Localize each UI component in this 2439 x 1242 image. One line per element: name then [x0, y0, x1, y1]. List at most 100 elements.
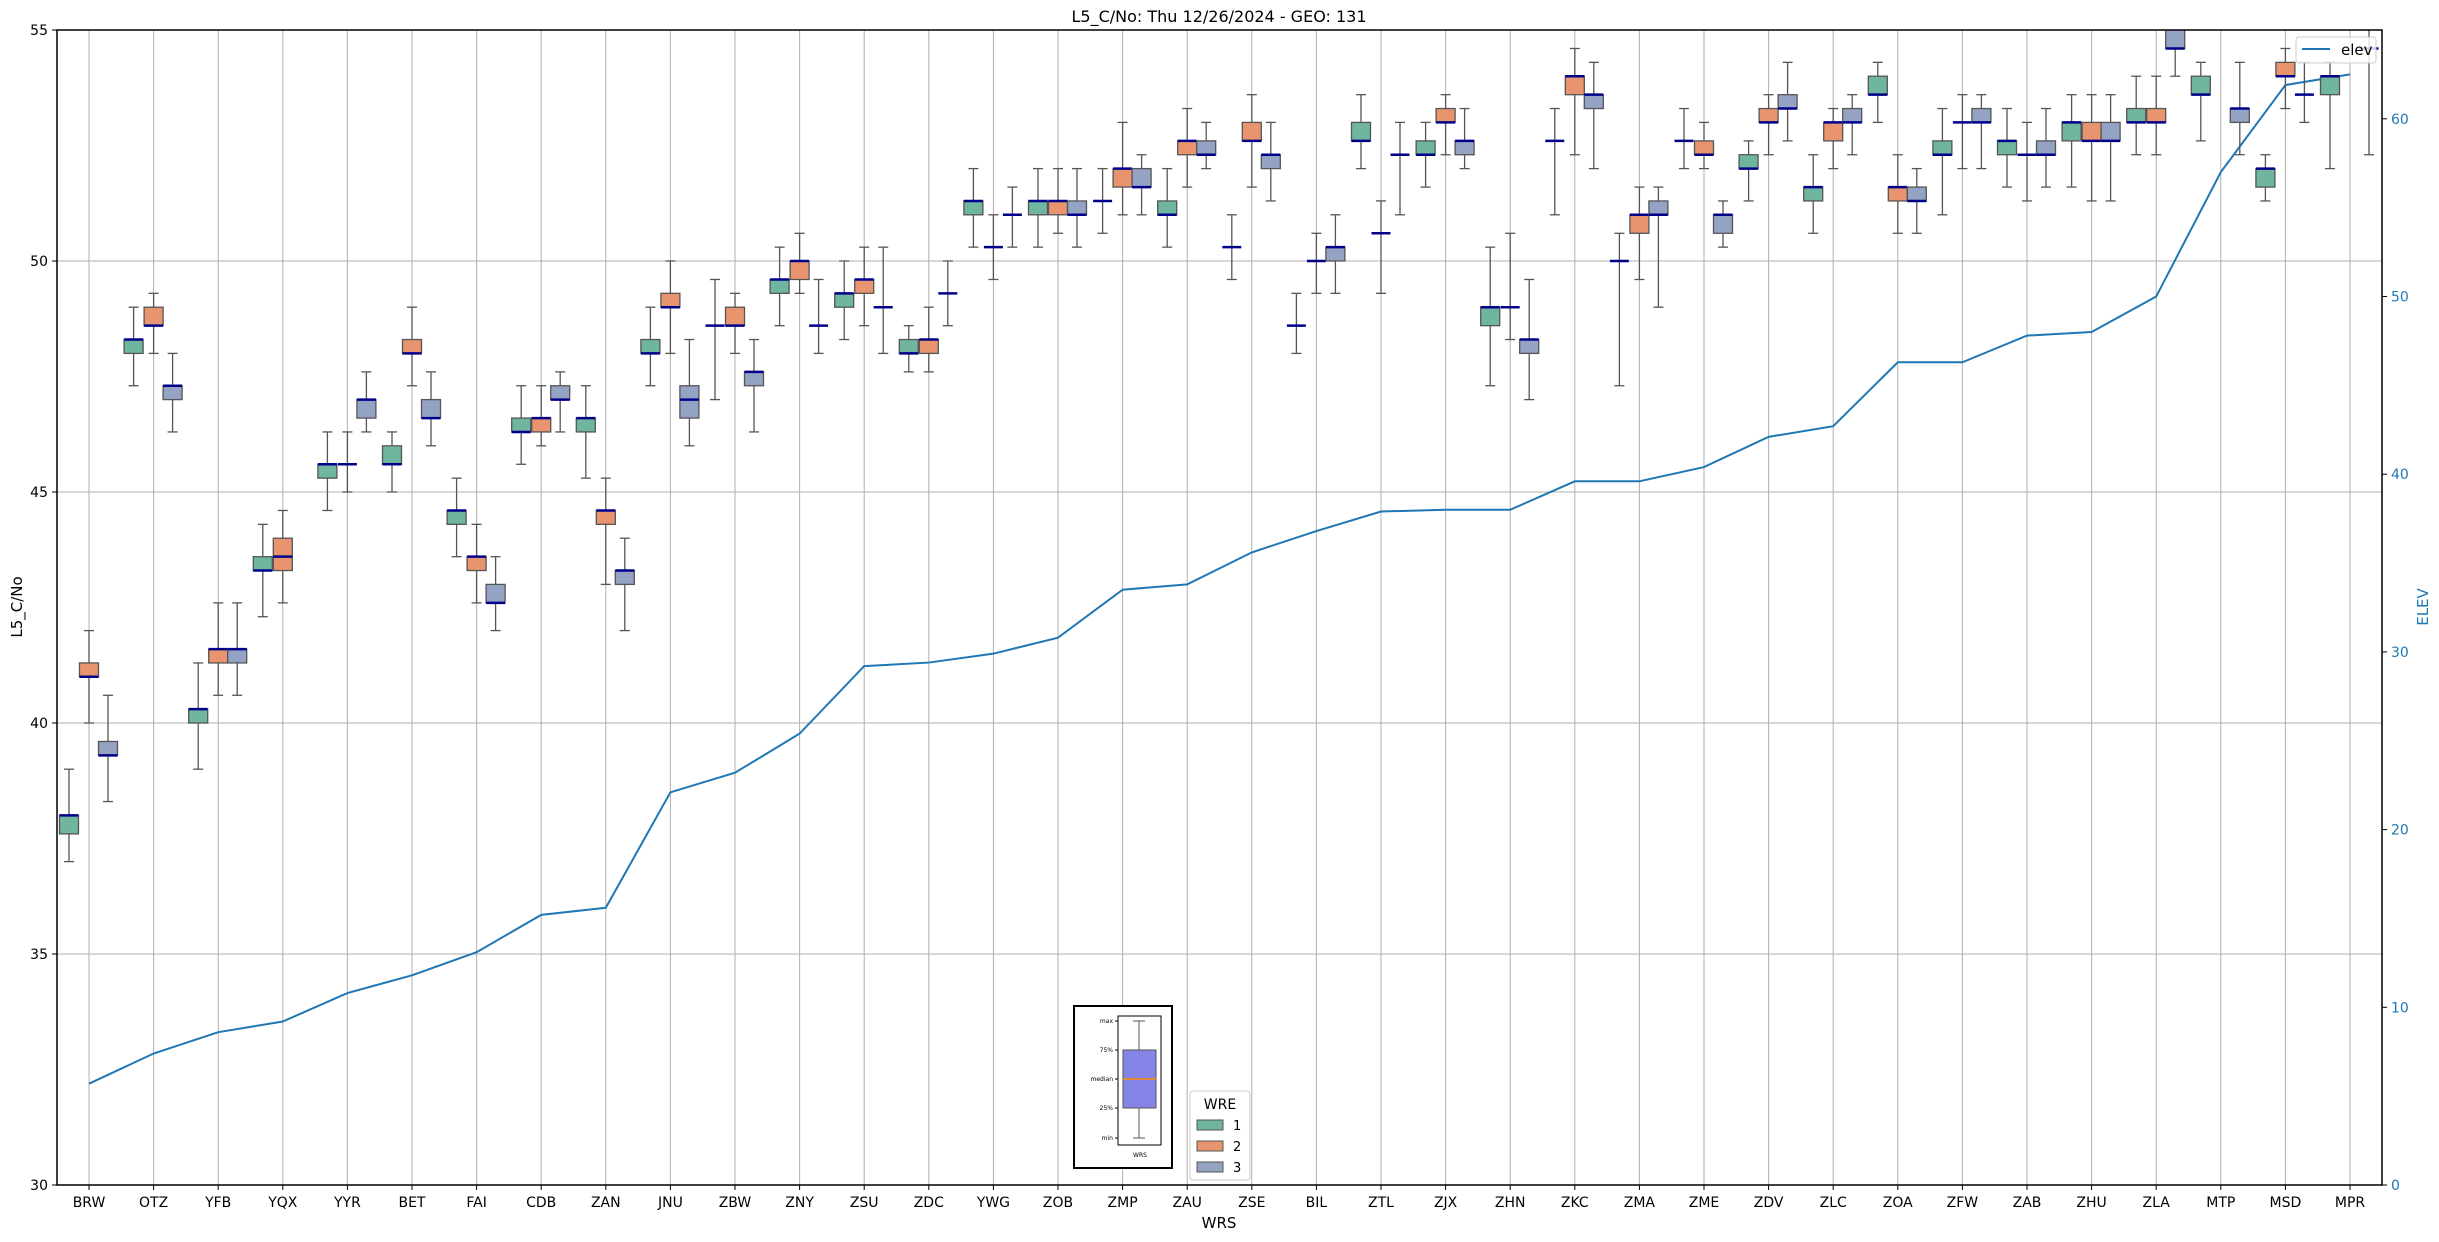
x-tick-label: OTZ — [139, 1195, 168, 1211]
iqr-box — [381, 445, 403, 465]
wre-legend-swatch — [1196, 1119, 1224, 1131]
y2-tick-label: 50 — [2391, 290, 2409, 306]
box-wre2 — [1435, 94, 1456, 156]
x-tick-label: ZSU — [850, 1195, 879, 1211]
box-wre2 — [789, 232, 810, 294]
box-wre3 — [938, 260, 958, 327]
x-tick-label: ZLC — [1820, 1195, 1847, 1211]
box-wre2 — [2017, 121, 2037, 202]
box-wre1 — [2190, 61, 2211, 142]
iqr-box — [1112, 167, 1133, 188]
iqr-box — [1454, 140, 1475, 156]
x-tick-label: ZKC — [1561, 1195, 1589, 1211]
x-tick-label: ZLA — [2143, 1195, 2171, 1211]
axes: BRW OTZ YFB YQX YYR BET FAI CDB ZAN JNU ZBW ZNY ZSU Z… — [30, 23, 2409, 1211]
box-wre3 — [1906, 167, 1927, 234]
y-tick-label: 30 — [30, 1178, 48, 1194]
box-wre1 — [252, 523, 273, 618]
iqr-box — [1564, 75, 1585, 96]
box-wre1 — [123, 306, 144, 387]
box-wre3 — [1454, 107, 1475, 170]
iqr-box — [2100, 121, 2121, 142]
x-tick-label: ZAN — [591, 1195, 621, 1211]
x-tick-label: YFB — [204, 1195, 231, 1211]
elev-legend-label: elev — [2341, 41, 2373, 59]
x-tick-label: ZFW — [1947, 1195, 1979, 1211]
x-tick-label: YWG — [976, 1195, 1010, 1211]
iqr-box — [511, 417, 532, 433]
box-wre1 — [1932, 107, 1953, 216]
iqr-box — [1066, 200, 1088, 216]
iqr-box — [743, 371, 765, 387]
x-tick-label: ZSE — [1238, 1195, 1265, 1211]
box-wre3 — [1325, 214, 1346, 294]
box-wre1 — [188, 662, 209, 770]
iqr-box — [252, 556, 273, 572]
iqr-box — [1519, 338, 1540, 355]
iqr-box — [272, 537, 293, 572]
iqr-box — [1648, 200, 1669, 216]
box-wre2 — [1306, 232, 1326, 294]
box-wre2 — [531, 385, 552, 447]
box-wre2 — [2275, 47, 2296, 110]
iqr-box — [466, 556, 487, 572]
iqr-box — [143, 306, 164, 327]
x-tick-label: ZOA — [1883, 1195, 1913, 1211]
box-wre2 — [466, 523, 487, 604]
box-wre1 — [511, 385, 532, 465]
plot-frame — [56, 29, 2383, 1186]
y-tick-label: 40 — [30, 716, 48, 732]
iqr-box — [1325, 246, 1346, 262]
box-wre2 — [208, 602, 229, 696]
iqr-box — [679, 385, 700, 419]
x-tick-label: ZMA — [1624, 1195, 1656, 1211]
iqr-box — [188, 708, 209, 724]
iqr-box — [1758, 107, 1779, 124]
box-wre3 — [1260, 121, 1281, 202]
box-wre2 — [1047, 167, 1069, 234]
y-tick-label: 50 — [30, 254, 48, 270]
iqr-box — [2165, 30, 2186, 50]
box-wre1 — [1027, 167, 1049, 248]
box-wre2 — [1952, 94, 1972, 170]
iqr-box — [854, 278, 875, 294]
iqr-box — [1712, 214, 1734, 234]
box-wre1 — [2319, 61, 2341, 170]
iqr-box — [834, 292, 855, 308]
iqr-box — [2255, 167, 2276, 188]
box-wre2 — [1758, 94, 1779, 156]
iqr-box — [1906, 186, 1927, 202]
x-tick-label: ZTL — [1368, 1195, 1394, 1211]
iqr-box — [2190, 75, 2211, 96]
box-wre2 — [1693, 121, 1715, 170]
box-wre1 — [1674, 107, 1694, 170]
wre-legend: WRE 1 2 3 — [1189, 1090, 1251, 1181]
iqr-box — [1241, 121, 1262, 142]
iqr-box — [1887, 186, 1908, 202]
y2-tick-label: 40 — [2391, 467, 2409, 483]
iqr-box — [1157, 200, 1178, 216]
box-wre3 — [1196, 121, 1217, 170]
key-label: 75% — [1100, 1047, 1114, 1054]
box-wre1 — [1093, 167, 1113, 234]
iqr-box — [2319, 75, 2341, 96]
iqr-box — [162, 385, 183, 401]
iqr-box — [1823, 121, 1844, 142]
box-wre3 — [1971, 94, 1992, 170]
iqr-box — [1131, 167, 1152, 188]
iqr-box — [1629, 214, 1650, 234]
x-tick-label: ZNY — [785, 1195, 814, 1211]
box-wre3 — [743, 338, 765, 433]
box-wre2 — [401, 306, 423, 387]
y2-tick-label: 20 — [2391, 823, 2409, 839]
iqr-box — [97, 740, 119, 756]
box-wre3 — [1131, 154, 1152, 216]
box-wre3 — [420, 371, 442, 447]
box-wre3 — [550, 371, 571, 433]
box-wre3 — [873, 246, 893, 355]
y2-tick-label: 30 — [2391, 645, 2409, 661]
key-label: min — [1102, 1135, 1114, 1142]
iqr-box — [1867, 75, 1888, 96]
x-tick-label: YYR — [333, 1195, 361, 1211]
